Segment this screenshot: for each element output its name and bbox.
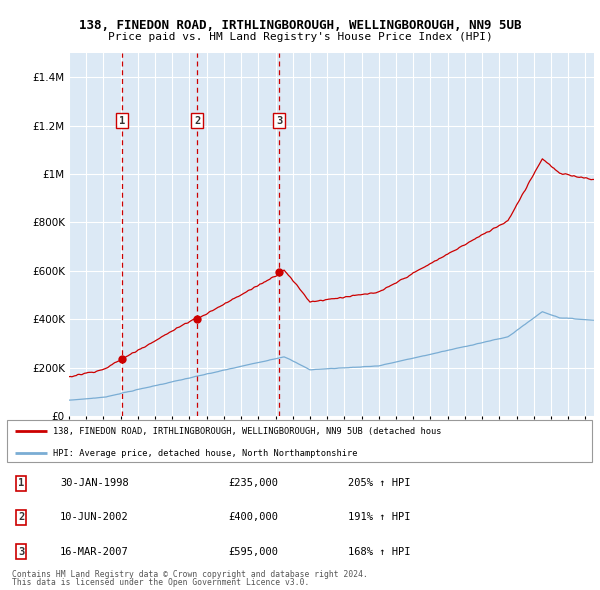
- FancyBboxPatch shape: [7, 420, 592, 463]
- Text: This data is licensed under the Open Government Licence v3.0.: This data is licensed under the Open Gov…: [12, 578, 310, 587]
- Text: £400,000: £400,000: [228, 513, 278, 522]
- Text: 168% ↑ HPI: 168% ↑ HPI: [348, 547, 410, 556]
- Text: 3: 3: [276, 116, 282, 126]
- Text: 138, FINEDON ROAD, IRTHLINGBOROUGH, WELLINGBOROUGH, NN9 5UB: 138, FINEDON ROAD, IRTHLINGBOROUGH, WELL…: [79, 19, 521, 32]
- Text: 138, FINEDON ROAD, IRTHLINGBOROUGH, WELLINGBOROUGH, NN9 5UB (detached hous: 138, FINEDON ROAD, IRTHLINGBOROUGH, WELL…: [53, 427, 442, 436]
- Text: £595,000: £595,000: [228, 547, 278, 556]
- Text: 2: 2: [18, 513, 24, 522]
- Text: Contains HM Land Registry data © Crown copyright and database right 2024.: Contains HM Land Registry data © Crown c…: [12, 570, 368, 579]
- Text: £235,000: £235,000: [228, 478, 278, 488]
- Text: Price paid vs. HM Land Registry's House Price Index (HPI): Price paid vs. HM Land Registry's House …: [107, 32, 493, 42]
- Text: 1: 1: [18, 478, 24, 488]
- Text: 10-JUN-2002: 10-JUN-2002: [60, 513, 129, 522]
- Text: 3: 3: [18, 547, 24, 556]
- Text: 205% ↑ HPI: 205% ↑ HPI: [348, 478, 410, 488]
- Text: 16-MAR-2007: 16-MAR-2007: [60, 547, 129, 556]
- Text: 1: 1: [119, 116, 125, 126]
- Text: 191% ↑ HPI: 191% ↑ HPI: [348, 513, 410, 522]
- Text: HPI: Average price, detached house, North Northamptonshire: HPI: Average price, detached house, Nort…: [53, 449, 358, 458]
- Text: 30-JAN-1998: 30-JAN-1998: [60, 478, 129, 488]
- Text: 2: 2: [194, 116, 200, 126]
